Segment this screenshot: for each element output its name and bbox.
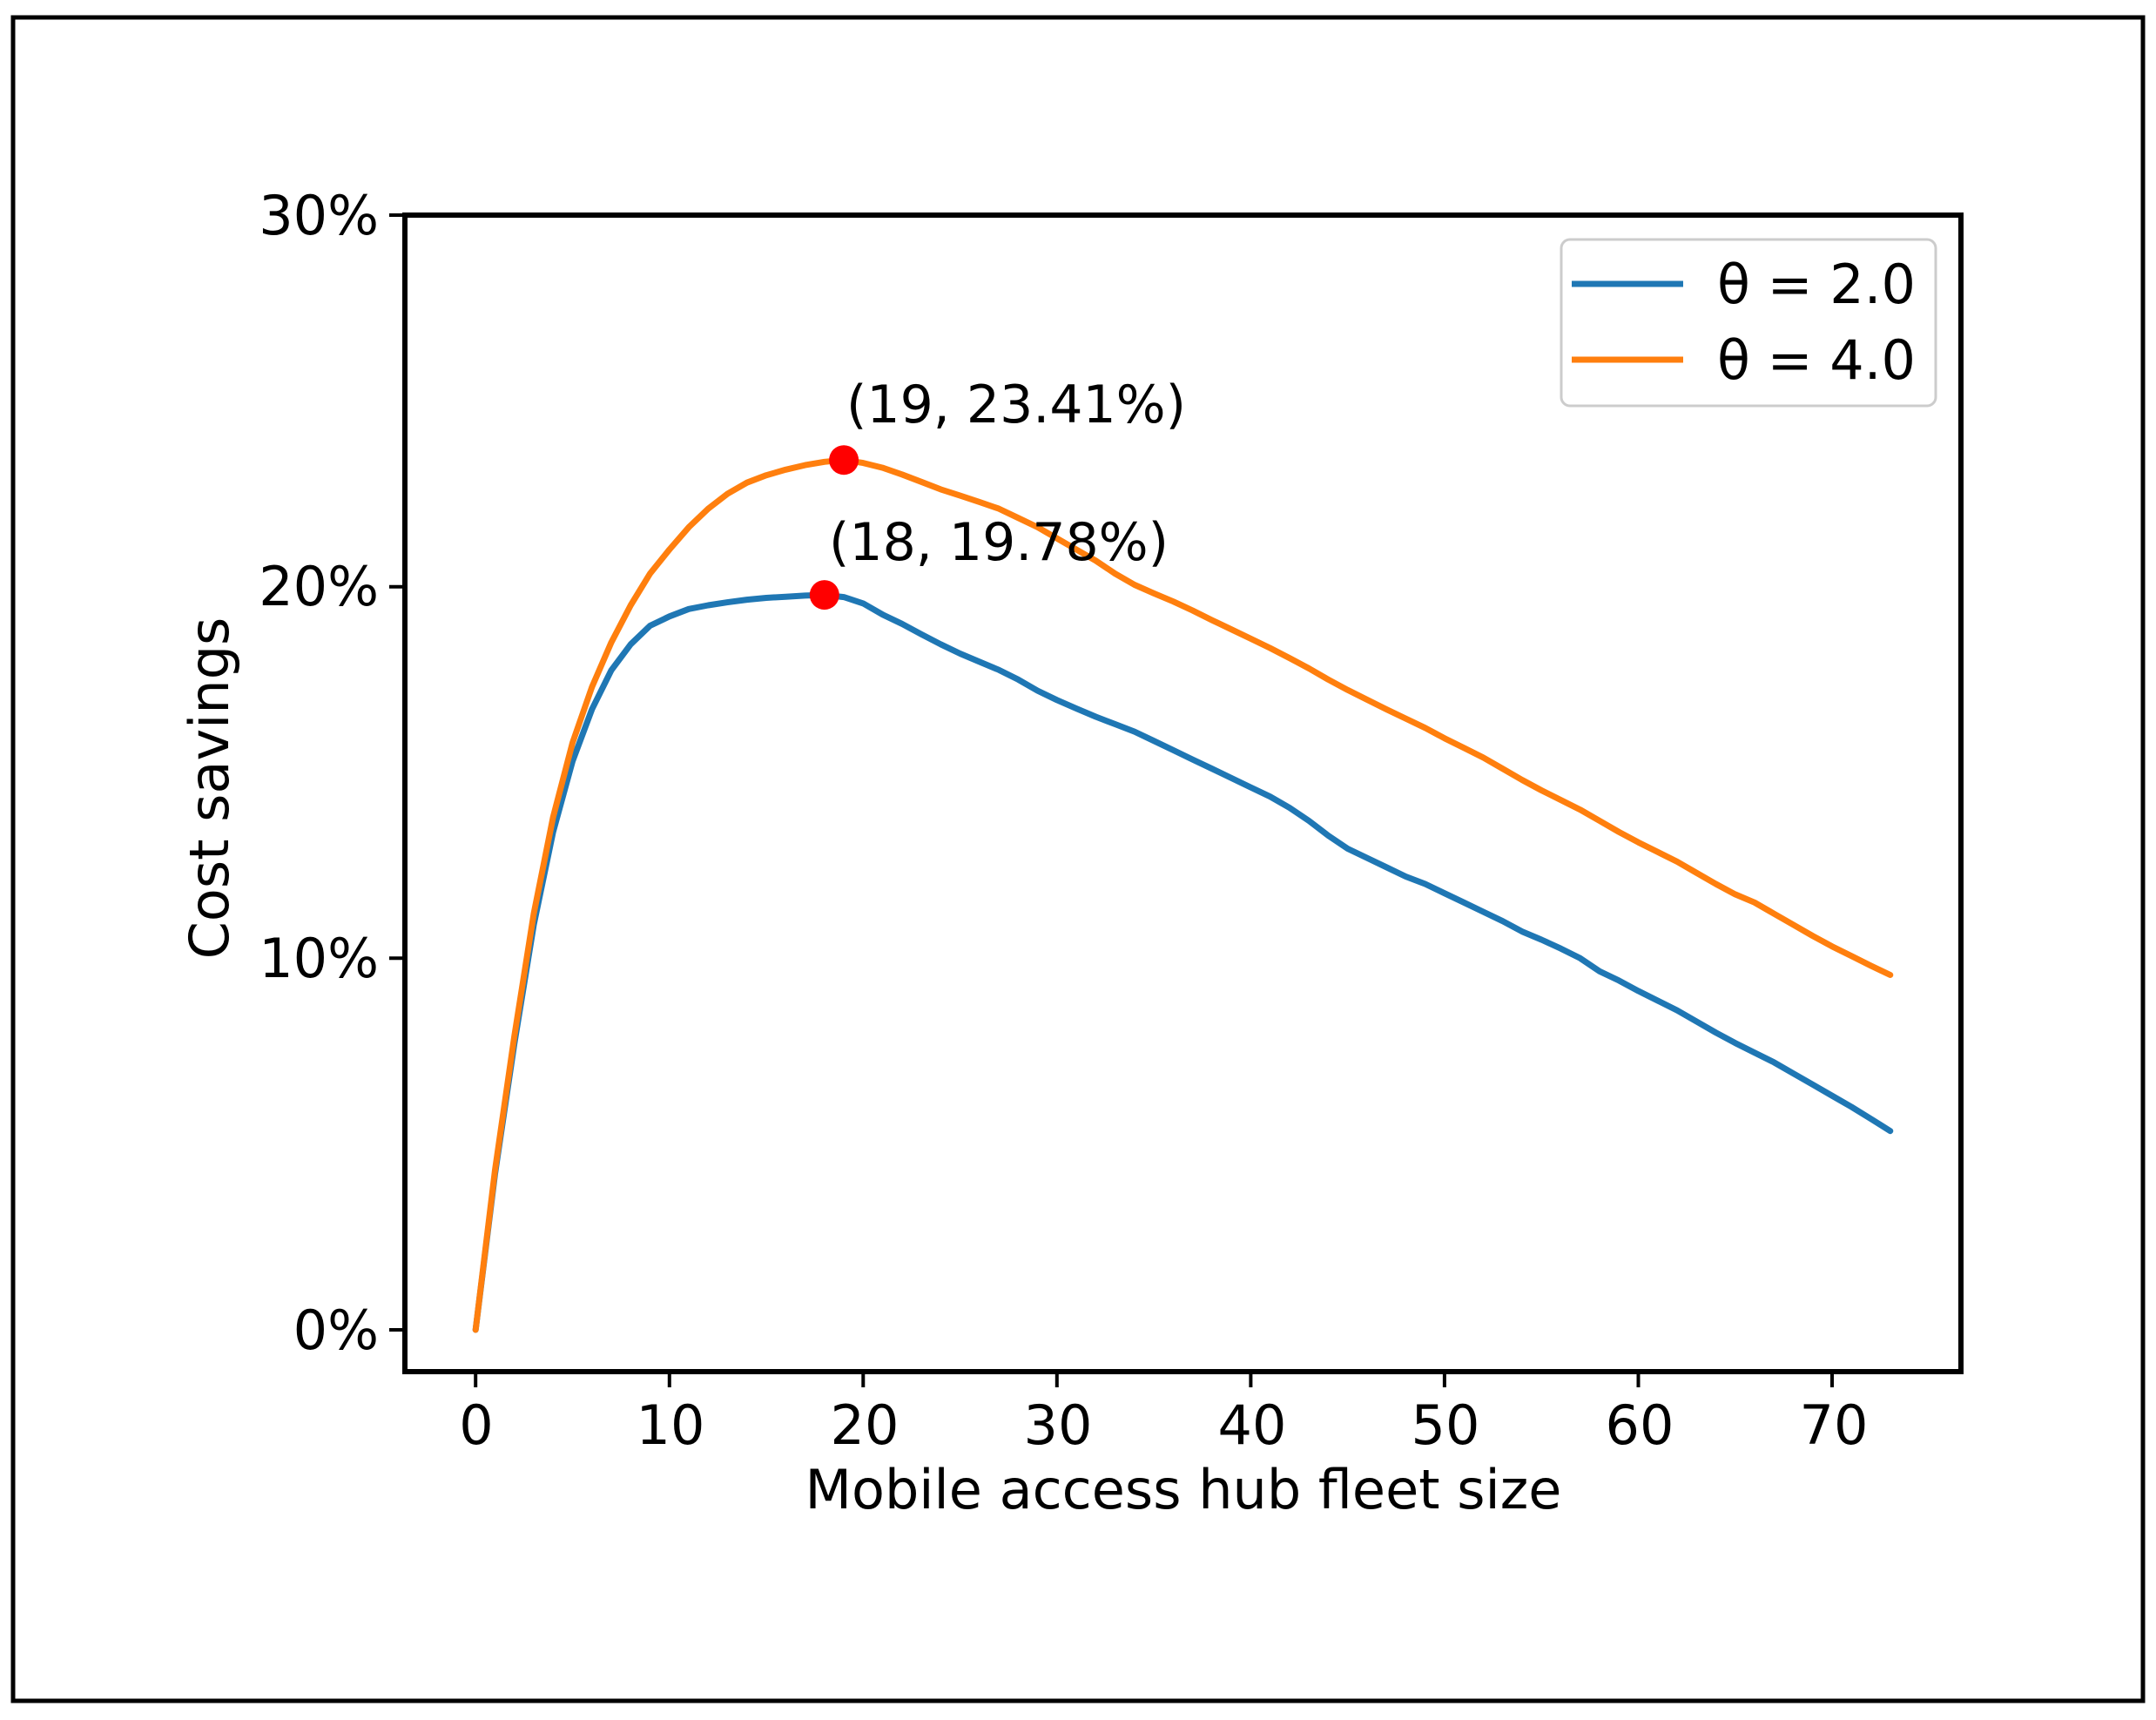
- peak-marker: [809, 580, 839, 610]
- legend: θ = 2.0 θ = 4.0: [1560, 238, 1937, 408]
- y-tick-label-0: 0%: [293, 1298, 379, 1362]
- plot-spines: [402, 212, 1964, 1374]
- annotation-theta-4-peak: (19, 23.41%): [846, 374, 1186, 435]
- series-line-θ=2.0: [472, 591, 1894, 1333]
- outer-border: [10, 15, 2146, 1703]
- annotation-theta-2-peak: (18, 19.78%): [829, 512, 1169, 573]
- legend-label-theta-2: θ = 2.0: [1717, 253, 1916, 316]
- y-tick-labels: 0% 10% 20% 30%: [259, 184, 379, 1362]
- x-tick-labels: 0 10 20 30 40 50 60 70: [459, 1393, 1868, 1457]
- x-tick-label-0: 0: [459, 1393, 493, 1457]
- legend-label-theta-4: θ = 4.0: [1717, 328, 1916, 392]
- series-lines: [472, 456, 1894, 1333]
- x-tick-label-20: 20: [831, 1393, 899, 1457]
- x-tick-label-30: 30: [1024, 1393, 1093, 1457]
- y-tick-label-10: 10%: [259, 927, 379, 990]
- annotations: (19, 23.41%) (18, 19.78%): [829, 374, 1186, 573]
- x-tick-label-70: 70: [1800, 1393, 1869, 1457]
- x-axis-label: Mobile access hub fleet size: [805, 1458, 1562, 1521]
- x-tick-label-10: 10: [637, 1393, 705, 1457]
- series-line-θ=4.0: [472, 456, 1894, 1333]
- x-tick-label-40: 40: [1218, 1393, 1287, 1457]
- x-tick-label-50: 50: [1412, 1393, 1480, 1457]
- y-tick-label-20: 20%: [259, 555, 379, 618]
- y-tick-label-30: 30%: [259, 184, 379, 247]
- peak-markers: [809, 445, 859, 610]
- x-tick-label-60: 60: [1606, 1393, 1674, 1457]
- peak-marker: [829, 445, 859, 476]
- y-axis-label: Cost savings: [178, 617, 241, 960]
